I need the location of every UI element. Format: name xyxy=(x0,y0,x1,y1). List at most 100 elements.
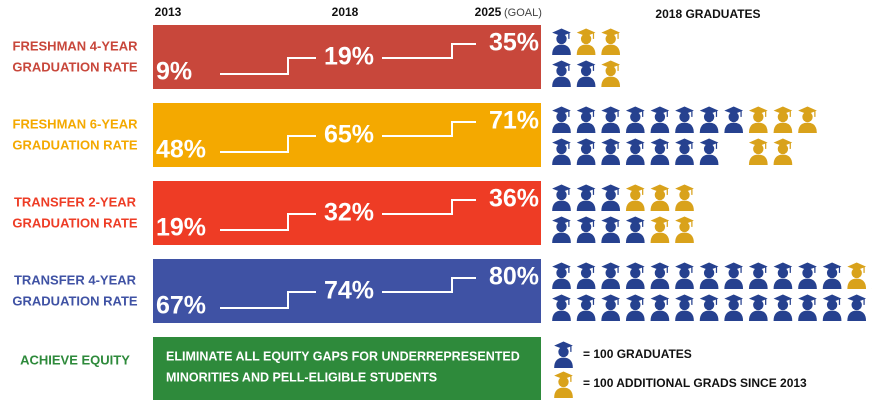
graduate-icon xyxy=(552,294,571,321)
graduate-icon xyxy=(601,138,621,165)
legend-text: = 100 GRADUATES xyxy=(583,347,692,361)
rate-value: 71% xyxy=(489,107,539,135)
graduate-icon xyxy=(625,294,645,321)
rate-value: 48% xyxy=(156,136,206,164)
step-line xyxy=(382,199,476,215)
graduate-icon xyxy=(625,216,645,243)
graduate-icon xyxy=(552,216,571,243)
graduate-icon xyxy=(650,106,670,133)
graduate-icon xyxy=(675,106,694,133)
row-label: GRADUATION RATE xyxy=(12,137,138,152)
graduate-icon xyxy=(576,28,596,55)
graduate-icon xyxy=(576,138,596,165)
graduate-icon xyxy=(675,262,694,289)
row-label: GRADUATION RATE xyxy=(12,59,138,74)
row-label: TRANSFER 4-YEAR xyxy=(14,272,137,287)
graduate-icon xyxy=(675,294,694,321)
step-line xyxy=(220,57,316,75)
graduate-icon xyxy=(724,138,734,165)
graduate-icon xyxy=(675,184,694,211)
legend-text: = 100 ADDITIONAL GRADS SINCE 2013 xyxy=(583,376,807,390)
step-line xyxy=(220,213,316,231)
row-label: GRADUATION RATE xyxy=(12,215,138,230)
equity-text: MINORITIES AND PELL-ELIGIBLE STUDENTS xyxy=(166,370,437,384)
graduate-icon xyxy=(552,262,571,289)
graduate-icon xyxy=(650,216,670,243)
graduate-icon xyxy=(625,138,645,165)
graduate-icon xyxy=(724,262,744,289)
year-label: 2018 xyxy=(332,5,359,19)
graduate-icon xyxy=(847,262,867,289)
graduate-icon xyxy=(576,216,596,243)
graduate-icon xyxy=(576,60,596,87)
rate-bar xyxy=(153,259,541,323)
graduate-icon xyxy=(625,28,636,55)
rate-bar xyxy=(153,25,541,89)
graduate-icon xyxy=(650,294,670,321)
graduate-icon xyxy=(625,184,645,211)
row-label: TRANSFER 2-YEAR xyxy=(14,194,137,209)
rate-value: 80% xyxy=(489,263,539,291)
graduate-icon xyxy=(798,106,817,133)
graduate-icon xyxy=(748,138,768,165)
graduate-icon xyxy=(773,106,793,133)
step-line xyxy=(382,277,476,293)
equity-box xyxy=(153,337,541,400)
graduate-icon xyxy=(554,371,573,398)
graduate-icon xyxy=(601,184,621,211)
graduate-icon xyxy=(798,294,817,321)
row-label: FRESHMAN 4-YEAR xyxy=(13,38,139,53)
graduate-icon xyxy=(601,216,621,243)
graduate-icon xyxy=(601,262,621,289)
graduate-icon xyxy=(552,184,571,211)
year-label: 2013 xyxy=(155,5,182,19)
rate-value: 32% xyxy=(324,199,374,227)
rate-value: 9% xyxy=(156,58,192,86)
row-label: FRESHMAN 6-YEAR xyxy=(13,116,139,131)
graduate-icon xyxy=(773,262,793,289)
graduate-icon xyxy=(733,138,744,165)
graduate-icon xyxy=(625,262,645,289)
step-line xyxy=(220,291,316,309)
graduate-icon xyxy=(650,138,670,165)
rate-value: 67% xyxy=(156,292,206,320)
graduate-icon xyxy=(675,138,694,165)
row-label: GRADUATION RATE xyxy=(12,293,138,308)
year-label: 2025 xyxy=(475,5,502,19)
graduate-icon xyxy=(625,106,645,133)
step-line xyxy=(382,121,476,137)
graduate-icon xyxy=(724,106,744,133)
rate-value: 35% xyxy=(489,29,539,57)
rate-value: 65% xyxy=(324,121,374,149)
goal-note: (GOAL) xyxy=(504,7,542,19)
rate-bar xyxy=(153,181,541,245)
graduate-icon xyxy=(552,28,571,55)
graduate-icon xyxy=(675,216,694,243)
rate-value: 19% xyxy=(324,43,374,71)
graduate-icon xyxy=(601,294,621,321)
graduate-icon xyxy=(650,262,670,289)
graduate-icon xyxy=(699,138,719,165)
graduate-icon xyxy=(699,294,719,321)
graduate-icon xyxy=(554,341,573,368)
step-line xyxy=(220,135,316,153)
equity-label: ACHIEVE EQUITY xyxy=(20,352,130,367)
graduate-icon xyxy=(601,60,621,87)
graduate-icon xyxy=(773,138,793,165)
step-line xyxy=(382,43,476,59)
graduate-icon xyxy=(576,262,596,289)
graduate-icon xyxy=(552,60,571,87)
graduate-icon xyxy=(822,294,842,321)
graduate-icon xyxy=(601,106,621,133)
rate-value: 19% xyxy=(156,214,206,242)
graduate-icon xyxy=(699,262,719,289)
graduate-icon xyxy=(699,106,719,133)
graduate-icon xyxy=(748,106,768,133)
graduate-icon xyxy=(552,106,571,133)
graduate-icon xyxy=(650,184,670,211)
graduate-icon xyxy=(576,184,596,211)
graduate-icon xyxy=(576,294,596,321)
graduate-icon xyxy=(576,106,596,133)
graduate-icon xyxy=(552,138,571,165)
